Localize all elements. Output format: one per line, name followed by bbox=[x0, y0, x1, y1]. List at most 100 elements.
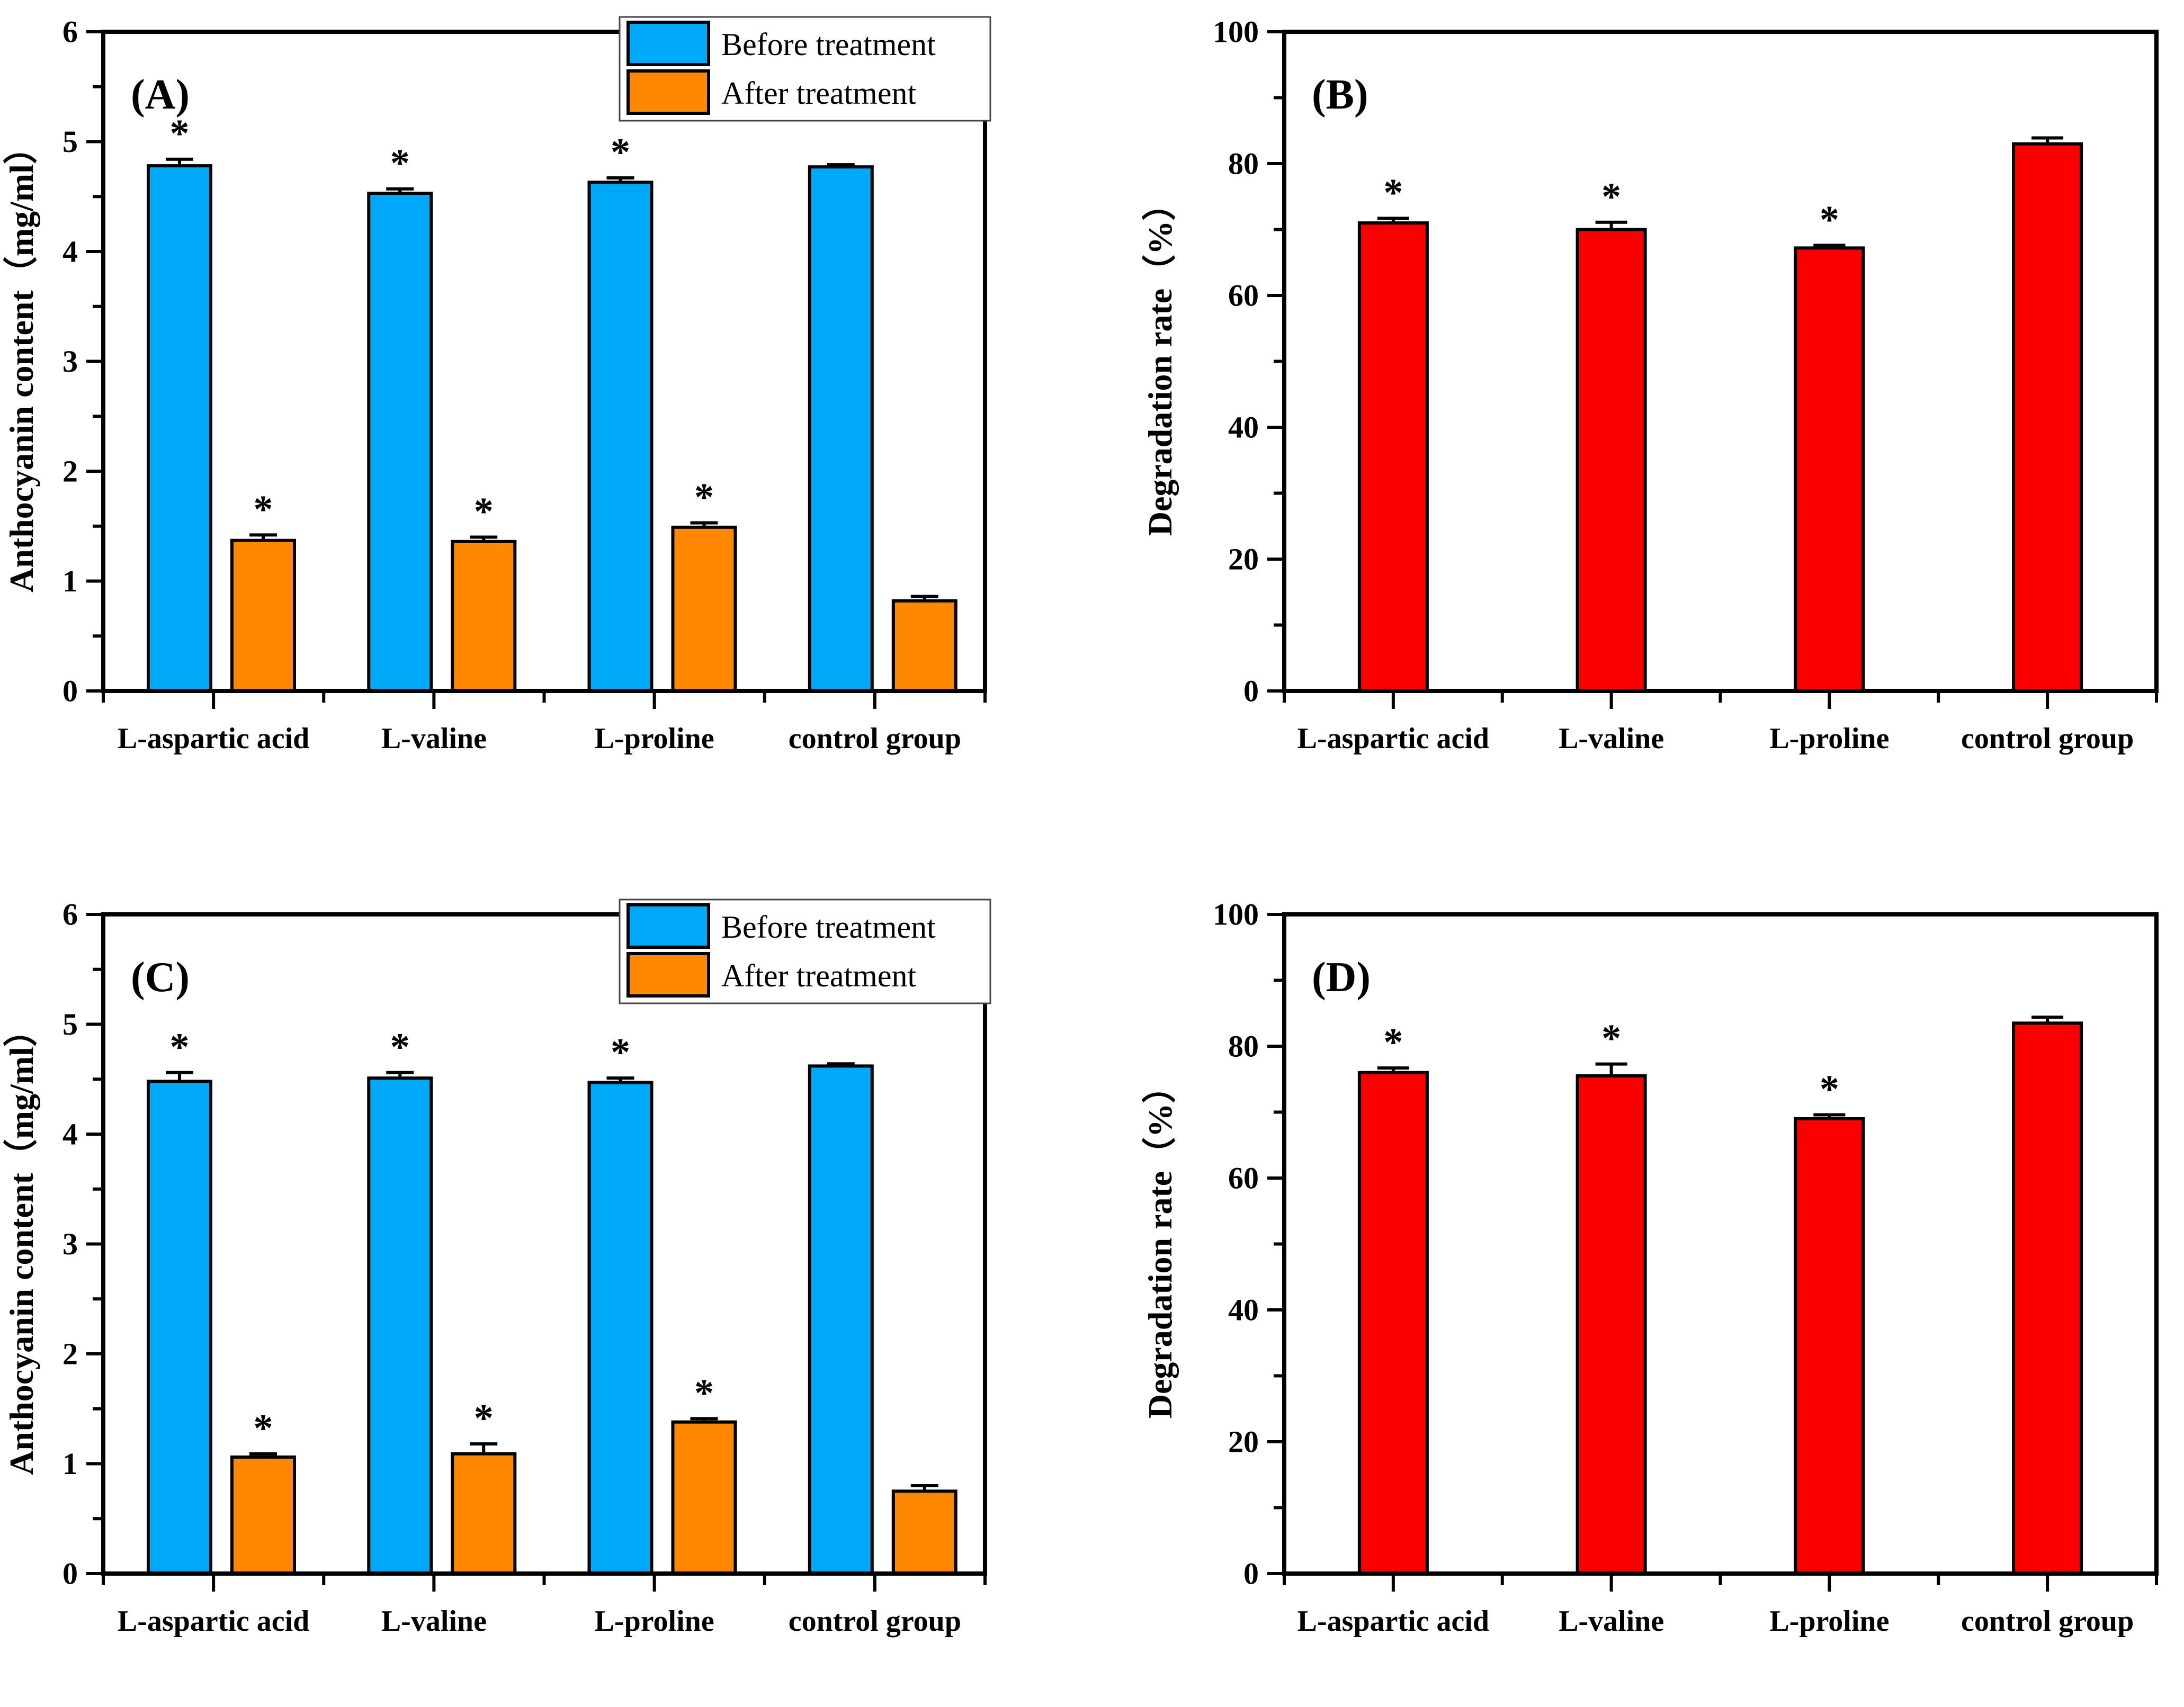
significance-asterisk-before-treatment-l-valine: * bbox=[390, 1026, 410, 1069]
ytick-label-0: 0 bbox=[1243, 674, 1259, 708]
ytick-label-0: 0 bbox=[62, 674, 78, 708]
bar-degradation-rate-l-valine bbox=[1576, 1074, 1647, 1575]
significance-asterisk-after-treatment-l-proline: * bbox=[694, 476, 714, 519]
category-label-l-aspartic-acid: L-aspartic acid bbox=[1297, 1605, 1489, 1638]
significance-asterisk-before-treatment-l-aspartic-acid: * bbox=[170, 112, 190, 156]
legend-swatch-after-treatment bbox=[626, 69, 710, 115]
ytick-label-6: 6 bbox=[62, 15, 78, 49]
error-bar-before-treatment-l-valine bbox=[386, 187, 414, 194]
error-bar-before-treatment-l-proline bbox=[606, 1076, 634, 1083]
error-bar-degradation-rate-l-proline bbox=[1813, 1113, 1846, 1119]
ytick-label-4: 4 bbox=[62, 1117, 78, 1152]
ytick-label-6: 6 bbox=[62, 897, 78, 932]
legend: Before treatment After treatment bbox=[619, 899, 991, 1004]
error-bar-before-treatment-l-aspartic-acid bbox=[166, 157, 193, 166]
significance-asterisk-before-treatment-l-proline: * bbox=[611, 131, 630, 174]
panel-letter: (B) bbox=[1312, 71, 1368, 118]
significance-asterisk-after-treatment-l-aspartic-acid: * bbox=[254, 1407, 273, 1450]
ytick-label-5: 5 bbox=[62, 124, 78, 159]
bar-after-treatment-l-valine bbox=[451, 540, 517, 693]
bar-before-treatment-l-aspartic-acid bbox=[147, 164, 212, 693]
ytick-label-1: 1 bbox=[62, 1447, 78, 1481]
significance-asterisk-degradation-rate-l-aspartic-acid: * bbox=[1383, 1021, 1403, 1064]
bar-after-treatment-l-aspartic-acid bbox=[230, 1456, 296, 1575]
panel-letter: (D) bbox=[1312, 954, 1371, 1001]
bar-degradation-rate-l-aspartic-acid bbox=[1357, 221, 1429, 693]
ytick-label-80: 80 bbox=[1228, 1029, 1259, 1064]
ytick-label-0: 0 bbox=[62, 1557, 78, 1591]
error-bar-before-treatment-l-proline bbox=[606, 176, 634, 183]
significance-asterisk-degradation-rate-l-proline: * bbox=[1820, 198, 1839, 241]
legend-label-before-treatment: Before treatment bbox=[721, 910, 936, 945]
y-axis-title: Anthocyanin content（mg/ml） bbox=[3, 130, 40, 592]
category-label-l-proline: L-proline bbox=[595, 722, 714, 755]
category-label-l-valine: L-valine bbox=[381, 1605, 487, 1638]
error-bar-after-treatment-control-group bbox=[910, 595, 938, 601]
error-bar-degradation-rate-control-group bbox=[2031, 136, 2064, 144]
bar-after-treatment-l-proline bbox=[671, 525, 737, 693]
significance-asterisk-degradation-rate-l-proline: * bbox=[1820, 1068, 1839, 1111]
category-label-control-group: control group bbox=[789, 722, 961, 755]
category-label-l-valine: L-valine bbox=[1559, 1605, 1664, 1638]
ytick-label-100: 100 bbox=[1213, 897, 1259, 932]
ytick-label-2: 2 bbox=[62, 454, 78, 489]
bar-after-treatment-l-valine bbox=[451, 1452, 517, 1576]
significance-asterisk-degradation-rate-l-valine: * bbox=[1601, 175, 1621, 219]
y-axis-title: Anthocyanin content（mg/ml） bbox=[3, 1013, 40, 1475]
category-label-l-proline: L-proline bbox=[595, 1605, 714, 1638]
category-label-l-aspartic-acid: L-aspartic acid bbox=[118, 1605, 309, 1638]
category-label-l-aspartic-acid: L-aspartic acid bbox=[1297, 722, 1489, 755]
bar-before-treatment-l-valine bbox=[367, 192, 433, 693]
legend-swatch-before-treatment bbox=[626, 21, 710, 66]
category-label-control-group: control group bbox=[789, 1605, 961, 1638]
ytick-label-4: 4 bbox=[62, 235, 78, 269]
ytick-label-1: 1 bbox=[62, 564, 78, 598]
legend: Before treatment After treatment bbox=[619, 16, 991, 122]
category-label-l-aspartic-acid: L-aspartic acid bbox=[118, 722, 309, 755]
bar-before-treatment-l-aspartic-acid bbox=[147, 1080, 212, 1575]
significance-asterisk-before-treatment-l-aspartic-acid: * bbox=[170, 1026, 190, 1069]
error-bar-degradation-rate-control-group bbox=[2031, 1016, 2064, 1023]
panel-b: * * * 0 20 40 60 80 100 L-aspartic acid L-valine L-… bbox=[1141, 15, 2159, 755]
error-bar-before-treatment-l-aspartic-acid bbox=[166, 1071, 193, 1082]
ytick-label-100: 100 bbox=[1213, 15, 1259, 49]
significance-asterisk-after-treatment-l-valine: * bbox=[474, 490, 494, 534]
legend-label-after-treatment: After treatment bbox=[721, 958, 916, 993]
ytick-label-60: 60 bbox=[1228, 278, 1259, 313]
ytick-label-60: 60 bbox=[1228, 1161, 1259, 1196]
category-label-control-group: control group bbox=[1961, 722, 2134, 755]
error-bar-degradation-rate-l-valine bbox=[1595, 220, 1627, 230]
error-bar-degradation-rate-l-valine bbox=[1595, 1062, 1627, 1076]
error-bar-after-treatment-l-valine bbox=[470, 535, 498, 542]
significance-asterisk-before-treatment-l-proline: * bbox=[611, 1031, 630, 1074]
legend-swatch-before-treatment bbox=[626, 903, 710, 949]
ytick-label-40: 40 bbox=[1228, 1293, 1259, 1327]
ytick-label-3: 3 bbox=[62, 344, 78, 379]
bar-degradation-rate-control-group bbox=[2012, 1021, 2083, 1575]
significance-asterisk-after-treatment-l-valine: * bbox=[474, 1397, 494, 1440]
panel-d: * * * 0 20 40 60 80 100 L-aspartic acid L-valine L-… bbox=[1141, 897, 2159, 1638]
error-bar-after-treatment-l-proline bbox=[690, 1417, 718, 1422]
significance-asterisk-after-treatment-l-proline: * bbox=[694, 1371, 714, 1415]
panel-letter: (C) bbox=[131, 954, 190, 1001]
category-label-l-valine: L-valine bbox=[381, 722, 487, 755]
bar-after-treatment-l-proline bbox=[671, 1420, 737, 1575]
panel-a: * * * * * * 0 1 2 3 4 5 6 L-aspartic acid L-valine L-pr… bbox=[3, 15, 991, 755]
error-bar-degradation-rate-l-aspartic-acid bbox=[1377, 217, 1409, 223]
bar-before-treatment-l-proline bbox=[587, 1081, 654, 1575]
bar-before-treatment-control-group bbox=[808, 1064, 874, 1575]
category-label-control-group: control group bbox=[1961, 1605, 2134, 1638]
bar-degradation-rate-l-valine bbox=[1576, 228, 1647, 693]
ytick-label-40: 40 bbox=[1228, 410, 1259, 445]
category-label-l-proline: L-proline bbox=[1769, 1605, 1889, 1638]
bar-before-treatment-l-proline bbox=[587, 181, 654, 693]
bar-before-treatment-control-group bbox=[808, 165, 874, 693]
error-bar-before-treatment-control-group bbox=[827, 163, 855, 167]
significance-asterisk-degradation-rate-l-aspartic-acid: * bbox=[1383, 171, 1403, 214]
bar-after-treatment-control-group bbox=[891, 1489, 957, 1576]
error-bar-after-treatment-l-aspartic-acid bbox=[249, 533, 277, 541]
bar-before-treatment-l-valine bbox=[367, 1076, 433, 1575]
panel-c: * * * * * * 0 1 2 3 4 5 6 L-aspartic acid L-valine L-pr… bbox=[3, 897, 991, 1638]
ytick-label-20: 20 bbox=[1228, 1425, 1259, 1459]
